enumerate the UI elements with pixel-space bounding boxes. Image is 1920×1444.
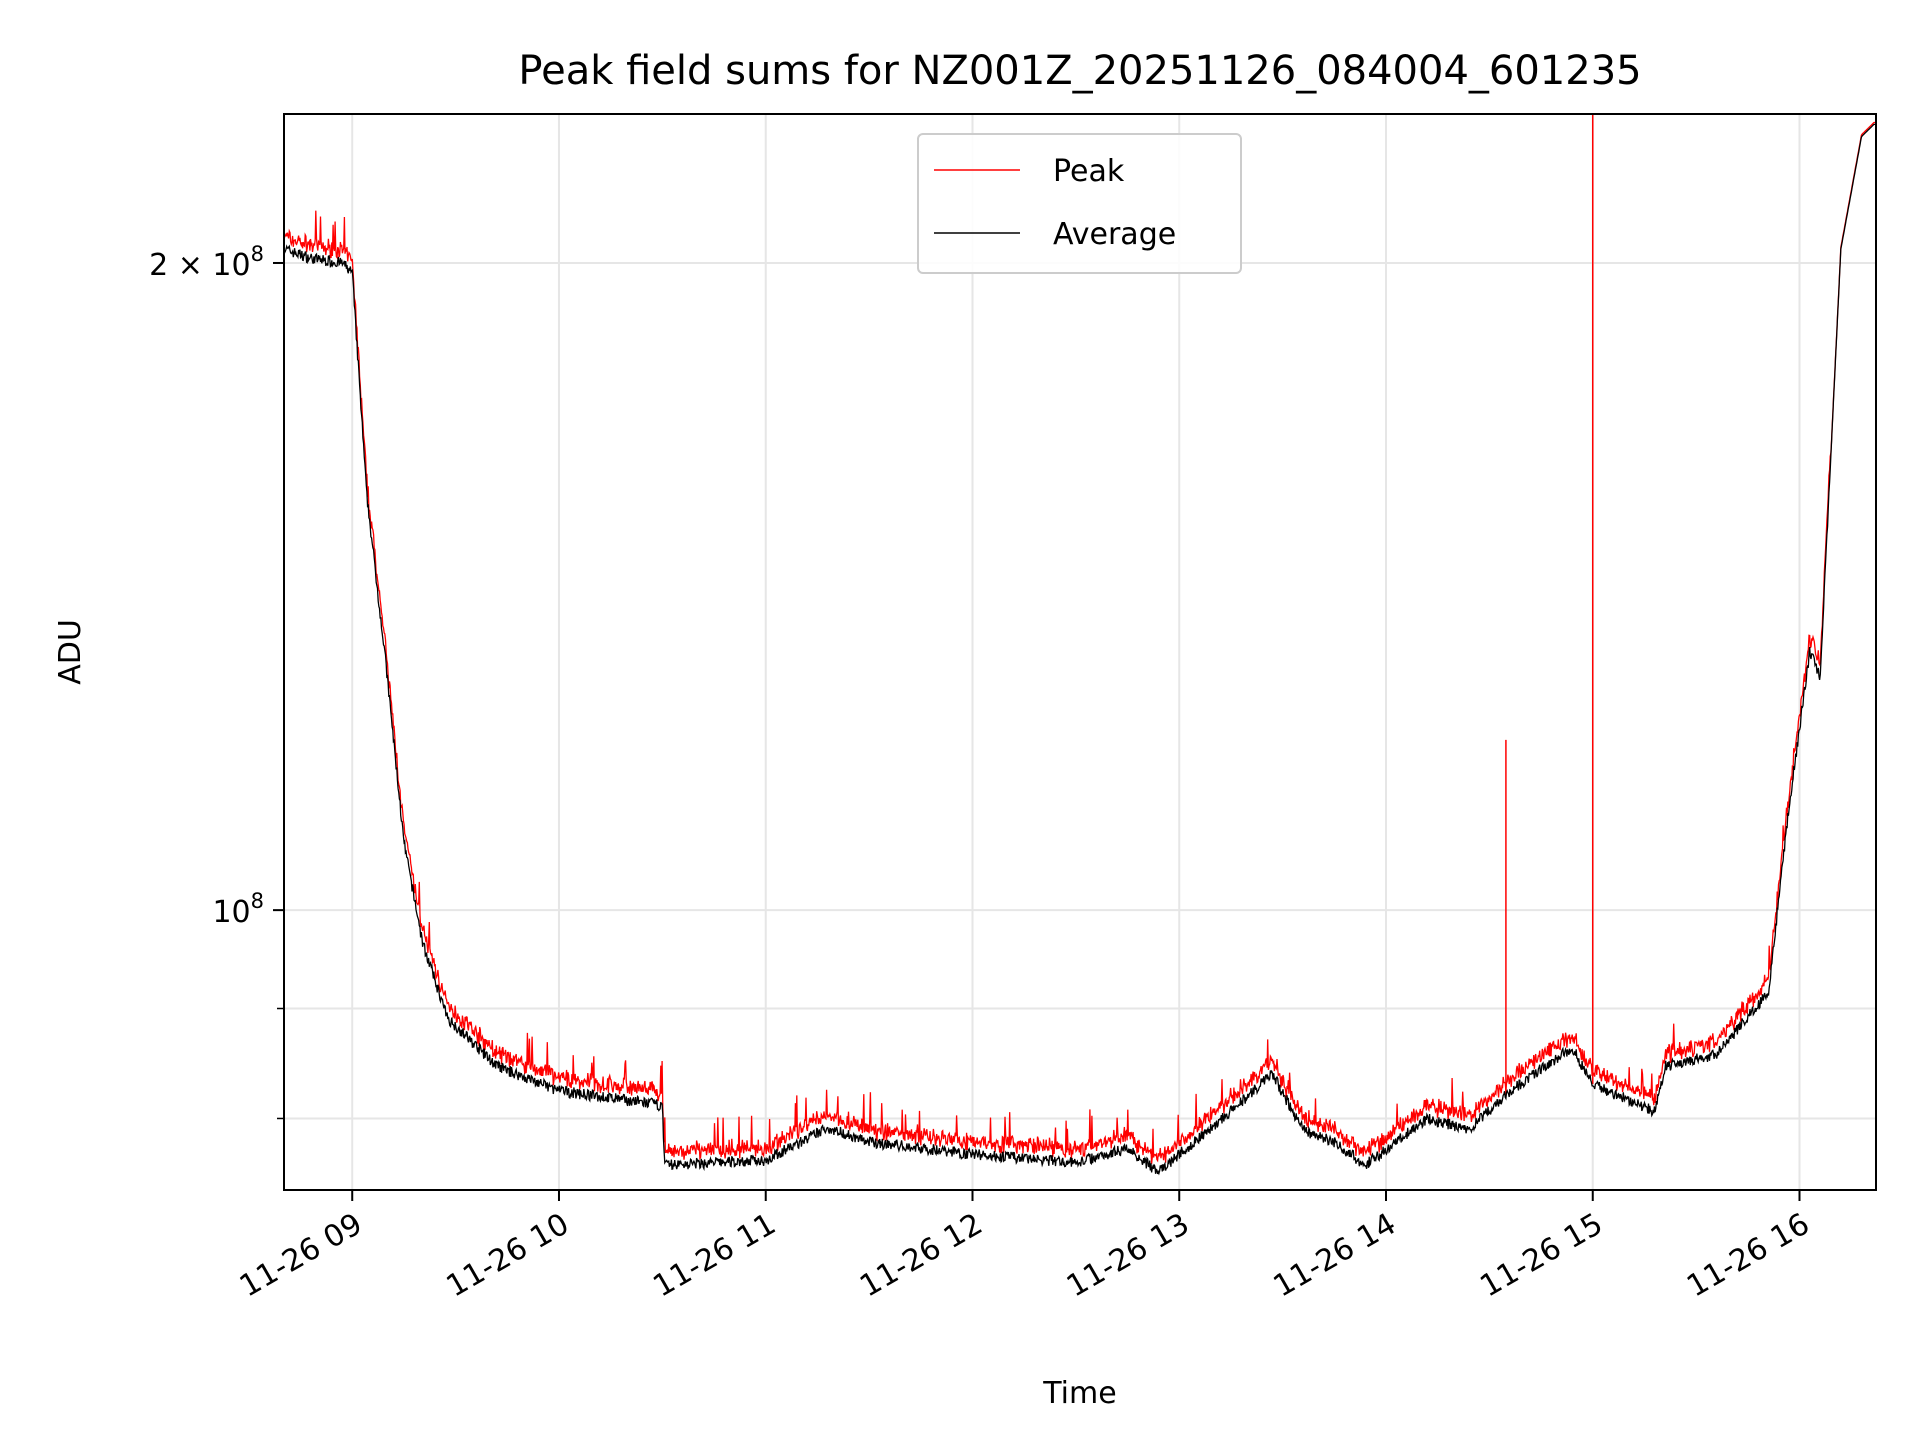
series-average-line	[284, 123, 1876, 1176]
legend-label-peak: Peak	[1053, 154, 1125, 189]
y-axis-label: ADU	[53, 619, 88, 685]
axes-frame	[283, 113, 1877, 1191]
legend-box	[917, 133, 1242, 274]
y-tick-label: 108	[212, 889, 264, 930]
grid	[284, 114, 1876, 1190]
plot-lines	[284, 114, 1876, 1176]
legend-label-average: Average	[1053, 217, 1176, 252]
legend: Peak Average	[917, 133, 1242, 274]
y-tick-label: 2 × 108	[149, 242, 264, 283]
series-peak-line	[284, 121, 1876, 1164]
chart-title: Peak field sums for NZ001Z_20251126_0840…	[518, 48, 1641, 94]
x-axis-label: Time	[1042, 1376, 1116, 1411]
